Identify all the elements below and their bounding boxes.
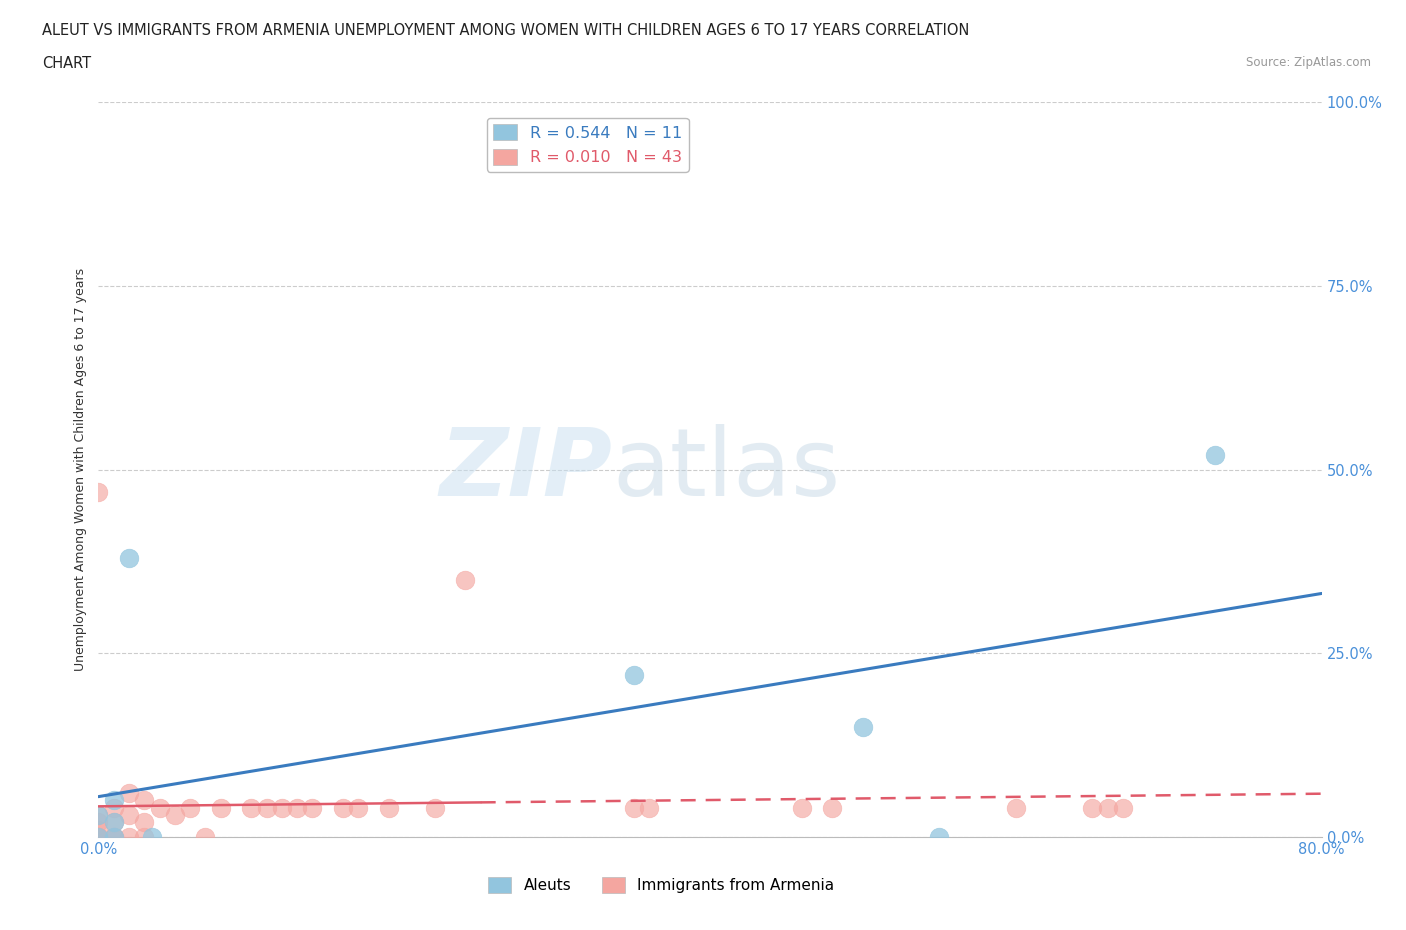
Point [118,807,141,822]
Point [118,551,141,565]
Point [103,800,125,815]
Point [103,815,125,830]
Point [87,807,110,822]
Point [118,830,141,844]
Point [87,822,110,837]
Point [1004,800,1026,815]
Text: atlas: atlas [612,424,841,515]
Text: ALEUT VS IMMIGRANTS FROM ARMENIA UNEMPLOYMENT AMONG WOMEN WITH CHILDREN AGES 6 T: ALEUT VS IMMIGRANTS FROM ARMENIA UNEMPLO… [42,23,970,38]
Point [103,830,125,844]
Point [87,830,110,844]
Point [87,485,110,499]
Point [928,830,950,844]
Point [141,830,163,844]
Point [790,800,813,815]
Point [1112,800,1135,815]
Point [134,815,156,830]
Point [852,720,875,735]
Point [270,800,292,815]
Point [194,830,217,844]
Point [149,800,172,815]
Point [623,800,645,815]
Point [163,807,186,822]
Point [87,830,110,844]
Point [1097,800,1119,815]
Point [347,800,370,815]
Point [301,800,323,815]
Point [103,815,125,830]
Point [637,800,661,815]
Point [285,800,308,815]
Point [118,786,141,801]
Point [179,800,201,815]
Point [423,800,446,815]
Legend: Aleuts, Immigrants from Armenia: Aleuts, Immigrants from Armenia [482,871,839,899]
Point [1204,447,1226,462]
Point [103,830,125,844]
Y-axis label: Unemployment Among Women with Children Ages 6 to 17 years: Unemployment Among Women with Children A… [75,268,87,671]
Point [1081,800,1104,815]
Point [87,830,110,844]
Point [209,800,232,815]
Point [87,807,110,822]
Point [103,830,125,844]
Point [87,830,110,844]
Point [134,792,156,807]
Point [103,792,125,807]
Point [87,830,110,844]
Point [623,668,645,683]
Text: CHART: CHART [42,56,91,71]
Point [821,800,844,815]
Point [87,830,110,844]
Point [454,573,477,588]
Point [87,815,110,830]
Text: ZIP: ZIP [439,424,612,515]
Point [240,800,263,815]
Point [87,830,110,844]
Point [378,800,401,815]
Point [134,830,156,844]
Text: Source: ZipAtlas.com: Source: ZipAtlas.com [1246,56,1371,69]
Point [332,800,354,815]
Point [256,800,278,815]
